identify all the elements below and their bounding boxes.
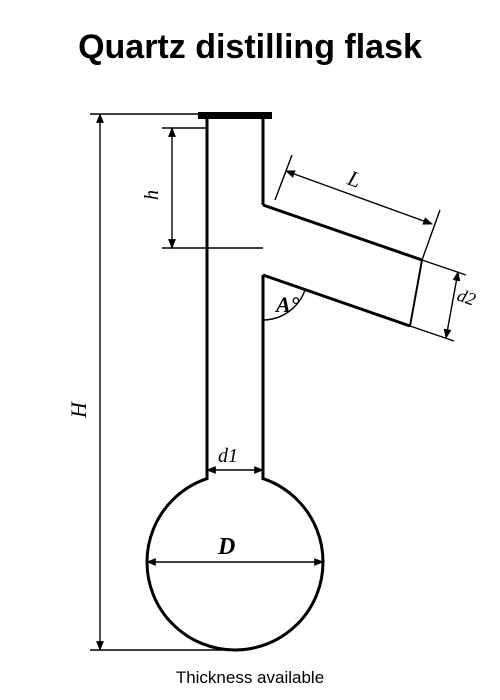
neck-rim xyxy=(198,112,272,119)
dim-h-label: H xyxy=(66,401,91,419)
flask-diagram: H h d1 D L d2 A° xyxy=(0,0,500,700)
side-arm-end xyxy=(410,260,422,326)
dim-l-ext2 xyxy=(422,210,440,260)
dim-d-label: D xyxy=(217,534,235,560)
dim-d2-label: d2 xyxy=(455,285,479,310)
dim-d2-ext1 xyxy=(422,260,466,275)
footer-note: Thickness available xyxy=(0,668,500,688)
side-arm-top xyxy=(263,205,422,260)
dim-a-label: A° xyxy=(274,292,300,317)
dim-hh-label: h xyxy=(141,190,163,200)
dim-l-label: L xyxy=(344,165,365,193)
dim-l-ext1 xyxy=(275,155,292,200)
dim-d1-label: d1 xyxy=(218,445,238,467)
dim-d2-line xyxy=(446,272,458,338)
